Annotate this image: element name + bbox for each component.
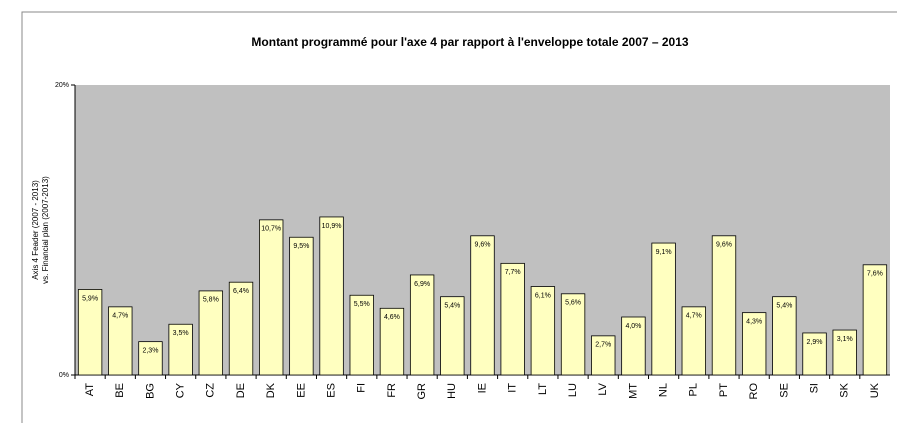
data-label: 4,3% bbox=[746, 318, 762, 325]
data-label: 2,3% bbox=[142, 347, 158, 354]
data-label: 5,5% bbox=[354, 301, 370, 308]
data-label: 6,4% bbox=[233, 288, 249, 295]
data-label: 5,9% bbox=[82, 295, 98, 302]
x-tick-label: LT bbox=[537, 383, 549, 395]
data-label: 7,7% bbox=[505, 269, 521, 276]
bar bbox=[530, 286, 556, 376]
data-label: 9,5% bbox=[293, 243, 309, 250]
bar bbox=[168, 323, 193, 376]
y-axis-label: vs. Financial plan (2007-2013) bbox=[41, 176, 50, 284]
x-tick-label: RO bbox=[748, 383, 760, 400]
bar bbox=[77, 289, 103, 376]
x-tick-label: AT bbox=[84, 383, 96, 397]
bar bbox=[772, 296, 797, 376]
data-label: 6,1% bbox=[535, 292, 551, 299]
data-label: 4,7% bbox=[112, 313, 128, 320]
chart-title: Montant programmé pour l'axe 4 par rappo… bbox=[251, 35, 689, 49]
bar bbox=[228, 281, 254, 376]
data-label: 3,5% bbox=[173, 330, 189, 337]
bar bbox=[379, 307, 405, 376]
y-tick-label: 0% bbox=[59, 372, 69, 379]
x-tick-label: ES bbox=[325, 383, 337, 398]
bar bbox=[289, 236, 314, 376]
data-label: 3,1% bbox=[837, 336, 853, 343]
x-tick-label: HU bbox=[446, 383, 458, 399]
bar bbox=[500, 262, 525, 376]
x-tick-label: PL bbox=[688, 383, 700, 396]
data-label: 5,8% bbox=[203, 297, 219, 304]
y-axis-label: Axis 4 Feader (2007 - 2013) bbox=[31, 180, 40, 280]
data-label: 4,6% bbox=[384, 314, 400, 321]
x-tick-label: CY bbox=[175, 382, 187, 398]
bar bbox=[711, 235, 737, 376]
data-label: 10,7% bbox=[261, 226, 281, 233]
y-tick-label: 20% bbox=[55, 82, 69, 89]
x-tick-label: CZ bbox=[205, 383, 217, 398]
bar bbox=[440, 296, 465, 376]
x-tick-label: SK bbox=[839, 382, 851, 397]
bar bbox=[108, 306, 133, 376]
data-label: 9,6% bbox=[716, 242, 732, 249]
x-tick-label: IT bbox=[507, 383, 519, 393]
data-label: 9,6% bbox=[475, 242, 491, 249]
x-tick-label: LU bbox=[567, 383, 579, 397]
bar bbox=[259, 219, 284, 376]
x-tick-label: FR bbox=[386, 383, 398, 398]
bar bbox=[862, 264, 888, 376]
bar bbox=[832, 329, 857, 376]
data-label: 5,4% bbox=[776, 303, 792, 310]
bar bbox=[319, 216, 344, 376]
x-tick-label: EE bbox=[295, 383, 307, 398]
x-tick-label: BE bbox=[114, 383, 126, 398]
x-tick-label: SE bbox=[778, 383, 790, 398]
data-label: 6,9% bbox=[414, 281, 430, 288]
data-label: 9,1% bbox=[656, 249, 672, 256]
x-tick-label: NL bbox=[658, 383, 670, 397]
data-label: 2,9% bbox=[807, 339, 823, 346]
x-tick-label: SI bbox=[808, 383, 820, 393]
x-tick-label: GR bbox=[416, 383, 428, 400]
bar bbox=[621, 316, 646, 376]
bar bbox=[741, 312, 767, 376]
x-tick-label: UK bbox=[869, 382, 881, 398]
bar bbox=[349, 294, 374, 376]
x-tick-label: DE bbox=[235, 383, 247, 398]
data-label: 5,6% bbox=[565, 300, 581, 307]
x-tick-label: LV bbox=[597, 382, 609, 395]
bar bbox=[591, 335, 616, 376]
bar bbox=[198, 290, 224, 376]
bar bbox=[138, 341, 163, 376]
x-tick-label: BG bbox=[144, 383, 156, 399]
x-tick-label: MT bbox=[627, 383, 639, 399]
x-tick-label: PT bbox=[718, 383, 730, 397]
data-label: 10,9% bbox=[322, 223, 342, 230]
x-tick-label: IE bbox=[476, 383, 488, 393]
bar bbox=[560, 293, 586, 376]
data-label: 7,6% bbox=[867, 271, 883, 278]
bar bbox=[651, 242, 676, 376]
x-tick-label: DK bbox=[265, 382, 277, 398]
bar bbox=[470, 235, 495, 376]
bar bbox=[409, 274, 435, 376]
bar bbox=[681, 306, 706, 376]
x-tick-label: FI bbox=[356, 383, 368, 393]
data-label: 4,7% bbox=[686, 313, 702, 320]
data-label: 5,4% bbox=[444, 303, 460, 310]
bar bbox=[802, 332, 827, 376]
data-label: 2,7% bbox=[595, 342, 611, 349]
data-label: 4,0% bbox=[625, 323, 641, 330]
